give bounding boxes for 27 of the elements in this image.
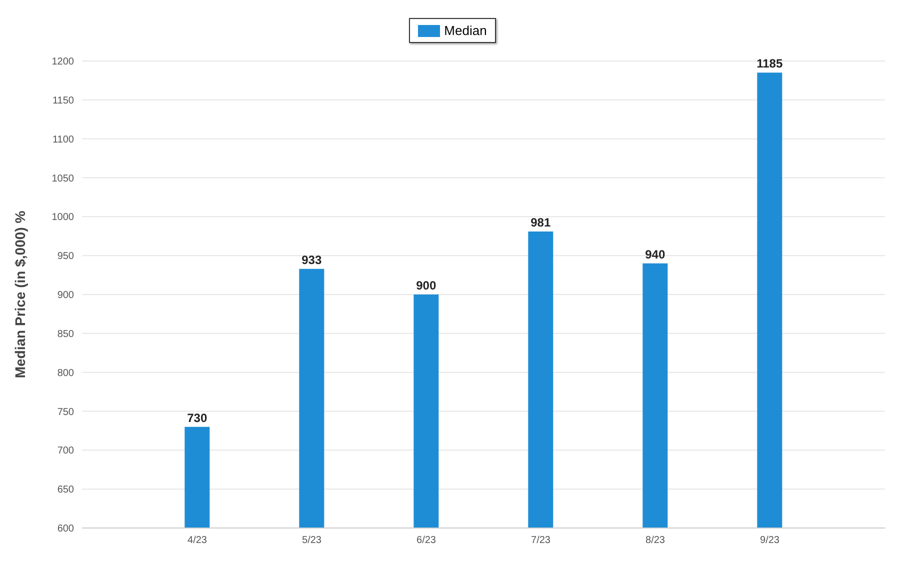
data-label: 900 — [416, 278, 436, 292]
x-tick-label: 9/23 — [760, 535, 780, 546]
y-tick-label: 750 — [57, 406, 74, 418]
data-label: 730 — [187, 410, 208, 425]
y-tick-label: 1050 — [52, 173, 74, 184]
legend-label: Median — [443, 23, 487, 38]
y-tick-label: 1100 — [52, 134, 74, 146]
x-tick-label: 7/23 — [531, 535, 551, 546]
y-tick-label: 600 — [57, 524, 74, 535]
x-tick-label: 8/23 — [646, 535, 666, 546]
data-label: 940 — [645, 247, 666, 262]
y-tick-label: 1200 — [52, 56, 74, 68]
data-label: 933 — [302, 252, 322, 267]
y-tick-label: 1000 — [52, 212, 74, 224]
y-tick-label: 800 — [57, 368, 74, 379]
y-tick-label: 900 — [57, 290, 74, 302]
y-tick-label: 1150 — [52, 95, 74, 106]
y-axis-title: Median Price (in $,000) % — [12, 210, 28, 378]
x-tick-label: 4/23 — [188, 535, 208, 546]
y-tick-label: 850 — [57, 328, 74, 340]
data-label: 981 — [530, 215, 551, 230]
data-label: 1185 — [756, 56, 783, 71]
y-tick-label: 650 — [57, 484, 74, 496]
y-tick-label: 700 — [57, 446, 74, 457]
y-tick-label: 950 — [57, 251, 74, 262]
x-tick-label: 5/23 — [302, 535, 322, 546]
x-tick-label: 6/23 — [416, 535, 436, 546]
